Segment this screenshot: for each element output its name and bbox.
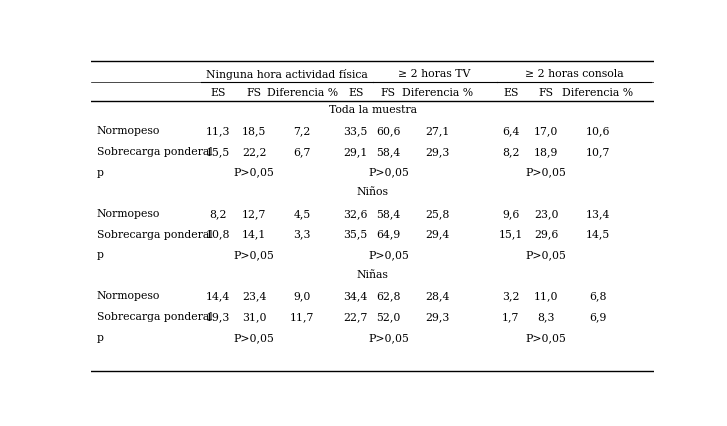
Text: 58,4: 58,4 [377, 147, 401, 157]
Text: 8,3: 8,3 [537, 312, 555, 322]
Text: 29,6: 29,6 [534, 230, 558, 239]
Text: 25,8: 25,8 [425, 209, 449, 219]
Text: Normopeso: Normopeso [97, 291, 160, 302]
Text: 10,7: 10,7 [586, 147, 610, 157]
Text: P>0,05: P>0,05 [526, 250, 566, 260]
Text: 35,5: 35,5 [344, 230, 368, 239]
Text: ≥ 2 horas consola: ≥ 2 horas consola [525, 69, 623, 79]
Text: 3,2: 3,2 [502, 291, 519, 302]
Text: Normopeso: Normopeso [97, 209, 160, 219]
Text: FS: FS [381, 88, 396, 98]
Text: Diferencia %: Diferencia % [267, 88, 338, 98]
Text: Sobrecarga ponderal: Sobrecarga ponderal [97, 147, 212, 157]
Text: Toda la muestra: Toda la muestra [329, 104, 417, 115]
Text: P>0,05: P>0,05 [234, 250, 275, 260]
Text: 6,7: 6,7 [294, 147, 311, 157]
Text: FS: FS [539, 88, 554, 98]
Text: 15,1: 15,1 [499, 230, 523, 239]
Text: 14,4: 14,4 [206, 291, 230, 302]
Text: 4,5: 4,5 [294, 209, 310, 219]
Text: P>0,05: P>0,05 [368, 250, 409, 260]
Text: 28,4: 28,4 [425, 291, 449, 302]
Text: 1,7: 1,7 [502, 312, 519, 322]
Text: 17,0: 17,0 [534, 127, 558, 136]
Text: 10,8: 10,8 [206, 230, 230, 239]
Text: Normopeso: Normopeso [97, 127, 160, 136]
Text: 18,9: 18,9 [534, 147, 558, 157]
Text: 10,6: 10,6 [586, 127, 610, 136]
Text: 11,7: 11,7 [290, 312, 314, 322]
Text: Sobrecarga ponderal: Sobrecarga ponderal [97, 312, 212, 322]
Text: 9,0: 9,0 [294, 291, 311, 302]
Text: 15,5: 15,5 [206, 147, 230, 157]
Text: 22,7: 22,7 [343, 312, 368, 322]
Text: 8,2: 8,2 [502, 147, 519, 157]
Text: 12,7: 12,7 [242, 209, 267, 219]
Text: 31,0: 31,0 [242, 312, 267, 322]
Text: ES: ES [503, 88, 518, 98]
Text: p: p [97, 250, 103, 260]
Text: 6,8: 6,8 [589, 291, 607, 302]
Text: P>0,05: P>0,05 [234, 168, 275, 178]
Text: 18,5: 18,5 [242, 127, 267, 136]
Text: 29,3: 29,3 [425, 147, 449, 157]
Text: Niños: Niños [356, 187, 389, 197]
Text: 14,5: 14,5 [586, 230, 610, 239]
Text: 6,4: 6,4 [502, 127, 519, 136]
Text: P>0,05: P>0,05 [368, 168, 409, 178]
Text: 60,6: 60,6 [376, 127, 401, 136]
Text: 22,2: 22,2 [242, 147, 267, 157]
Text: P>0,05: P>0,05 [526, 168, 566, 178]
Text: 9,6: 9,6 [502, 209, 519, 219]
Text: Sobrecarga ponderal: Sobrecarga ponderal [97, 230, 212, 239]
Text: 32,6: 32,6 [343, 209, 368, 219]
Text: 33,5: 33,5 [343, 127, 368, 136]
Text: 29,3: 29,3 [425, 312, 449, 322]
Text: 34,4: 34,4 [344, 291, 368, 302]
Text: Diferencia %: Diferencia % [563, 88, 633, 98]
Text: 23,0: 23,0 [534, 209, 558, 219]
Text: Niñas: Niñas [357, 270, 388, 279]
Text: P>0,05: P>0,05 [526, 333, 566, 343]
Text: FS: FS [246, 88, 262, 98]
Text: 27,1: 27,1 [425, 127, 449, 136]
Text: 19,3: 19,3 [206, 312, 230, 322]
Text: p: p [97, 333, 103, 343]
Text: Ninguna hora actividad física: Ninguna hora actividad física [206, 69, 368, 80]
Text: p: p [97, 168, 103, 178]
Text: 11,0: 11,0 [534, 291, 558, 302]
Text: 23,4: 23,4 [242, 291, 267, 302]
Text: 29,1: 29,1 [343, 147, 368, 157]
Text: 52,0: 52,0 [376, 312, 401, 322]
Text: ≥ 2 horas TV: ≥ 2 horas TV [398, 69, 471, 79]
Text: P>0,05: P>0,05 [234, 333, 275, 343]
Text: 13,4: 13,4 [586, 209, 610, 219]
Text: 6,9: 6,9 [590, 312, 606, 322]
Text: ES: ES [210, 88, 225, 98]
Text: 14,1: 14,1 [242, 230, 267, 239]
Text: 62,8: 62,8 [376, 291, 401, 302]
Text: 3,3: 3,3 [294, 230, 311, 239]
Text: 58,4: 58,4 [377, 209, 401, 219]
Text: ES: ES [348, 88, 364, 98]
Text: 7,2: 7,2 [294, 127, 311, 136]
Text: Diferencia %: Diferencia % [402, 88, 473, 98]
Text: 8,2: 8,2 [209, 209, 226, 219]
Text: 64,9: 64,9 [377, 230, 401, 239]
Text: 29,4: 29,4 [425, 230, 449, 239]
Text: 11,3: 11,3 [206, 127, 230, 136]
Text: P>0,05: P>0,05 [368, 333, 409, 343]
